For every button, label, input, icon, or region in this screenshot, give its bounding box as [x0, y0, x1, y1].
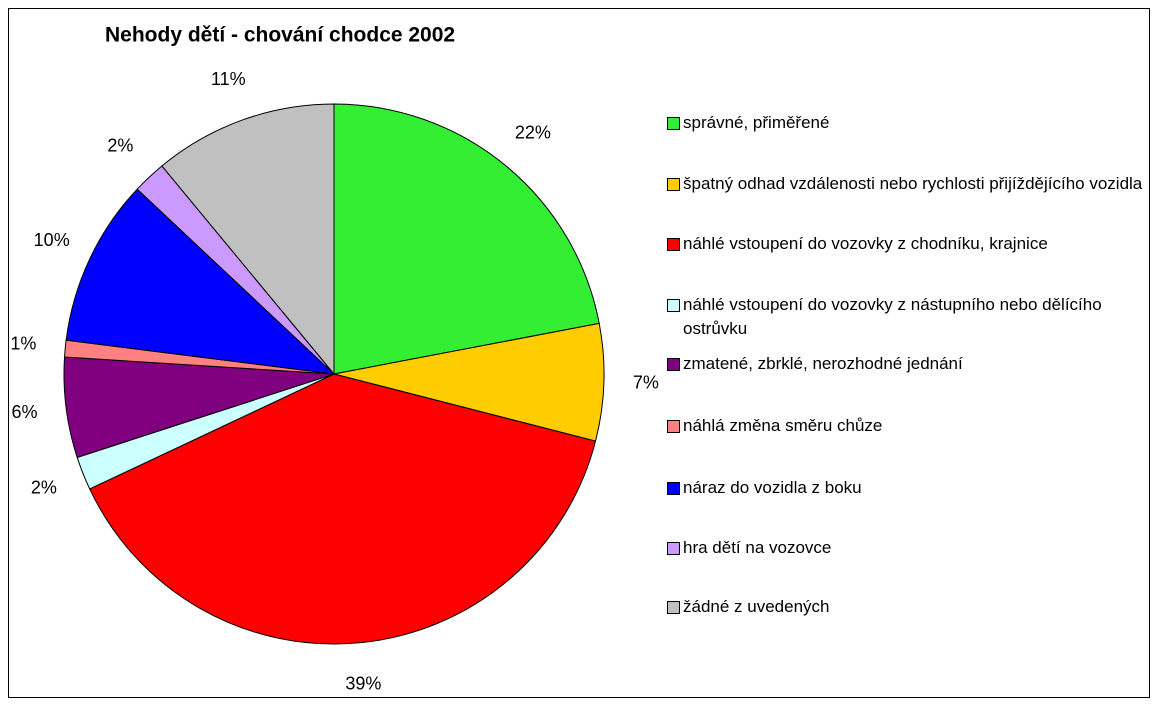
legend-entry: hra dětí na vozovce	[667, 536, 1147, 560]
legend-swatch	[667, 542, 680, 555]
legend-label: hra dětí na vozovce	[683, 538, 832, 557]
legend-entry: náraz do vozidla z boku	[667, 476, 1147, 500]
pie-slice	[161, 103, 335, 376]
chart-title: Nehody dětí - chování chodce 2002	[105, 24, 455, 47]
legend-swatch	[667, 358, 680, 371]
data-label: 11%	[211, 69, 246, 89]
legend-entry: správné, přiměřené	[667, 111, 1147, 135]
legend-swatch	[667, 420, 680, 433]
pie-slice	[333, 103, 600, 375]
legend-label: zmatené, zbrklé, nerozhodné jednání	[683, 354, 963, 373]
legend-entry: náhlé vstoupení do vozovky z chodníku, k…	[667, 232, 1147, 256]
legend-entry: špatný odhad vzdálenosti nebo rychlosti …	[667, 172, 1147, 196]
legend-swatch	[667, 299, 680, 312]
legend-label: náhlá změna směru chůze	[683, 416, 883, 435]
data-label: 7%	[633, 373, 659, 393]
legend-entry: náhlá změna směru chůze	[667, 414, 1147, 438]
legend-entry: žádné z uvedených	[667, 595, 1147, 619]
legend-entry: náhlé vstoupení do vozovky z nástupního …	[667, 293, 1147, 341]
data-label: 39%	[345, 673, 381, 693]
legend-swatch	[667, 482, 680, 495]
data-label: 2%	[31, 478, 57, 498]
legend-swatch	[667, 178, 680, 191]
legend-swatch	[667, 117, 680, 130]
data-label: 2%	[107, 135, 133, 155]
data-label: 6%	[11, 402, 37, 422]
legend-label: správné, přiměřené	[683, 113, 830, 132]
legend-label: špatný odhad vzdálenosti nebo rychlosti …	[683, 174, 1143, 193]
pie-slice	[65, 188, 336, 375]
data-label: 10%	[34, 230, 70, 250]
data-label: 22%	[515, 122, 551, 142]
legend-label: náraz do vozidla z boku	[683, 478, 862, 497]
pie-slice	[333, 322, 605, 442]
legend-label: náhlé vstoupení do vozovky z chodníku, k…	[683, 234, 1048, 253]
legend-swatch	[667, 238, 680, 251]
legend-swatch	[667, 601, 680, 614]
legend-entry: zmatené, zbrklé, nerozhodné jednání	[667, 352, 1147, 376]
data-label: 1%	[10, 333, 36, 353]
legend-label: žádné z uvedených	[683, 597, 830, 616]
legend-label: náhlé vstoupení do vozovky z nástupního …	[683, 295, 1102, 338]
pie-slice	[89, 373, 597, 645]
